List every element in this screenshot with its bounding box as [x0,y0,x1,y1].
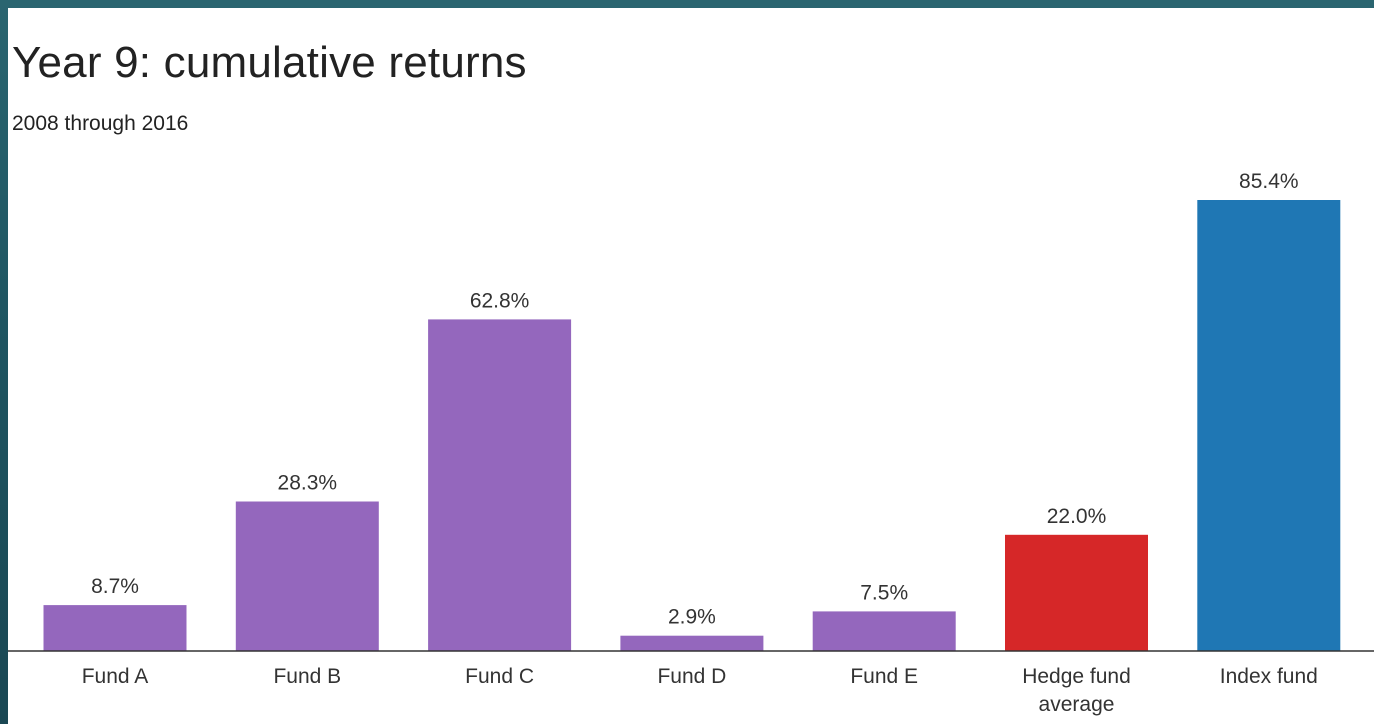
data-label: 62.8% [470,289,530,312]
x-tick-label: Fund B [273,665,341,688]
data-label: 22.0% [1047,505,1107,528]
x-tick-label: Fund D [657,665,726,688]
x-tick-label: average [1039,693,1115,716]
data-label: 85.4% [1239,170,1299,193]
bar-fund-c [428,319,572,651]
chart-subtitle: 2008 through 2016 [12,112,189,135]
x-tick-label: Fund C [465,665,534,688]
data-label: 2.9% [668,606,716,629]
data-label: 8.7% [91,575,139,598]
data-label: 7.5% [860,581,908,604]
x-tick-label: Hedge fund [1022,665,1131,688]
chart-title: Year 9: cumulative returns [12,38,527,87]
data-label: 28.3% [278,472,338,495]
bar-fund-d [620,635,764,651]
bar-index-fund [1197,200,1341,651]
x-tick-label: Fund E [850,665,918,688]
bar-hedge-fund-average [1005,534,1148,651]
bar-chart: 8.7% Fund A 28.3% Fund B 62.8% Fund C 2.9% Fund… [8,170,1374,716]
x-tick-label: Index fund [1220,665,1318,688]
x-tick-label: Fund A [82,665,149,688]
chart-panel: Year 9: cumulative returns 2008 through … [8,8,1374,724]
bar-fund-a [43,605,187,651]
bar-fund-b [235,501,379,651]
bar-fund-e [812,611,956,651]
